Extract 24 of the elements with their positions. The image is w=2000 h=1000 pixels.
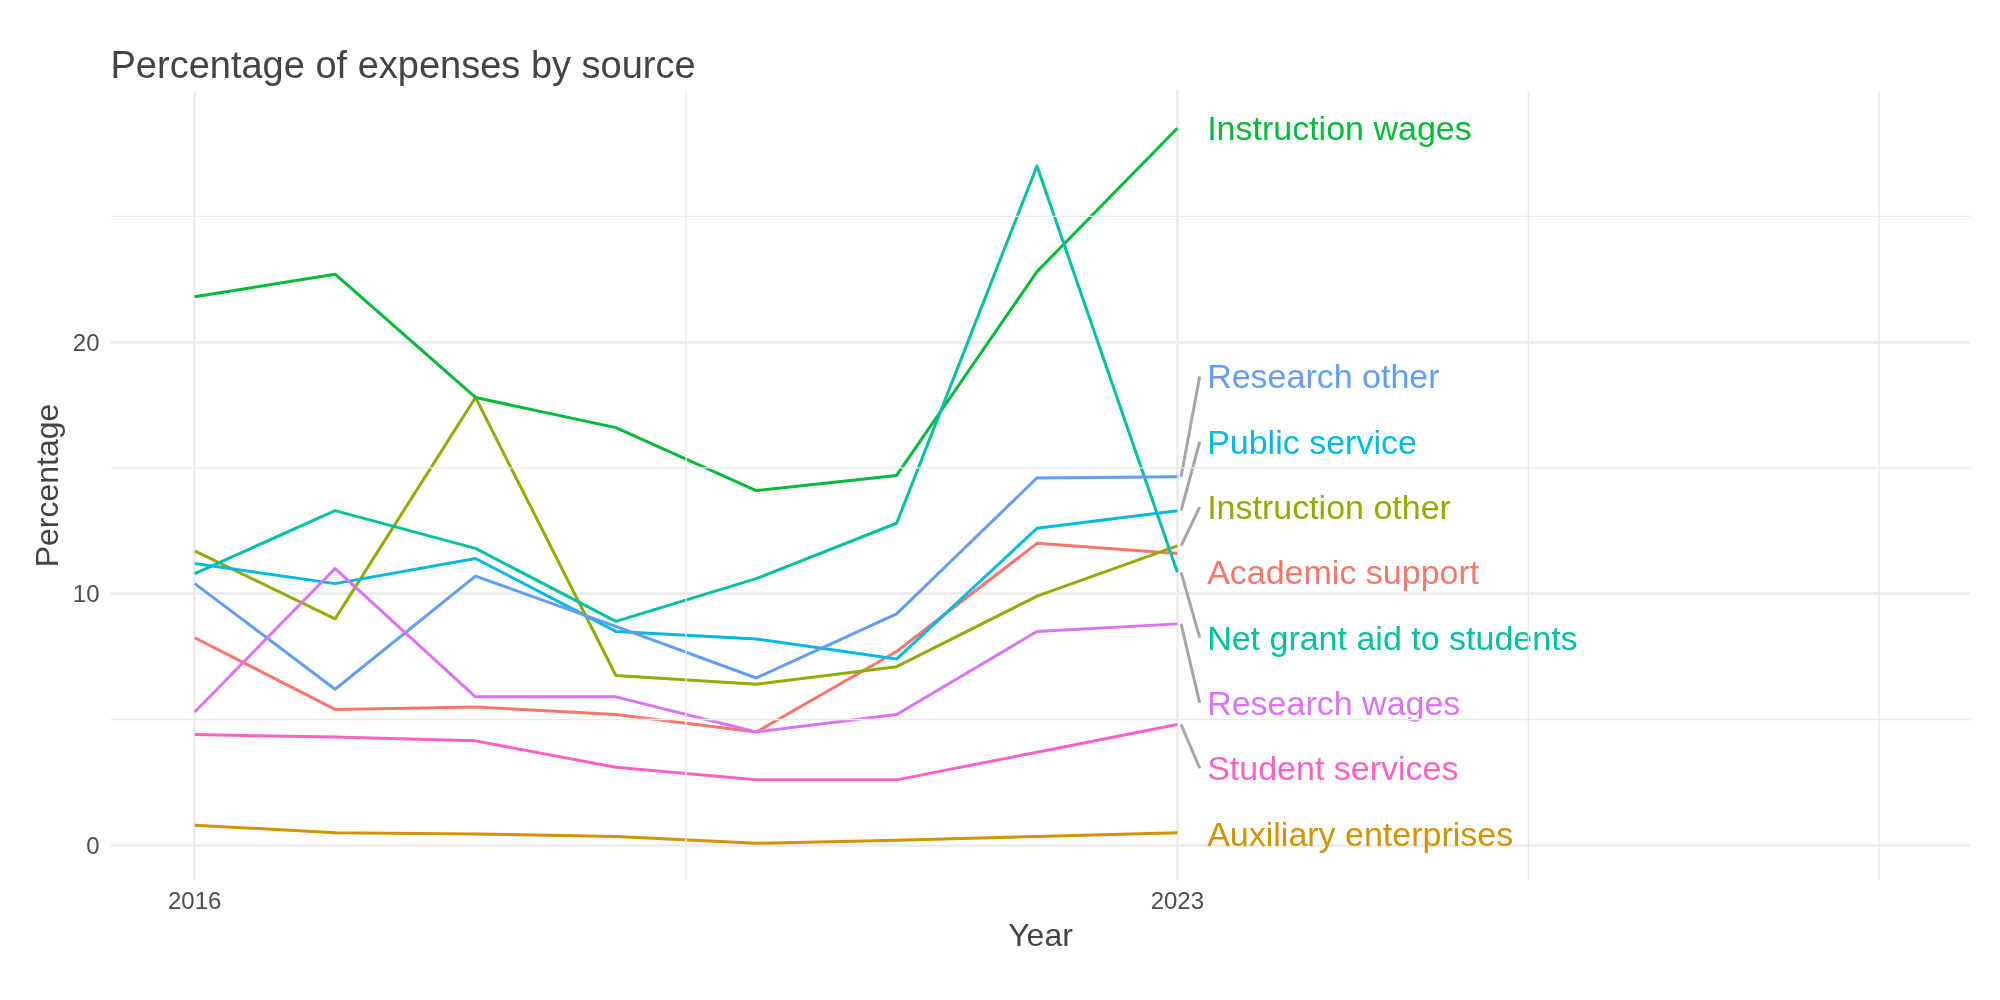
text: Research other: [1207, 357, 1440, 396]
series-label: Academic support: [1207, 553, 1480, 592]
series-label: Public service: [1207, 422, 1417, 461]
series-label: Net grant aid to students: [1207, 618, 1578, 657]
y-axis-title: Percentage: [28, 403, 65, 568]
x-axis-title: Year: [1008, 916, 1074, 953]
x-tick-label: 2023: [1150, 886, 1205, 914]
line-series: [193, 475, 1179, 691]
line-series: [193, 509, 1179, 661]
y-tick-label: 20: [72, 328, 100, 356]
series-label: Instruction other: [1207, 488, 1451, 527]
line-series: [193, 395, 1179, 686]
chart-title: Percentage of expenses by source: [110, 43, 696, 86]
series-label: Auxiliary enterprises: [1207, 814, 1514, 853]
line-series: [193, 126, 1179, 493]
line-series: [193, 723, 1179, 782]
series-label: Student services: [1207, 749, 1459, 788]
line-series: [193, 164, 1179, 623]
series-label: Instruction wages: [1207, 109, 1472, 148]
line-series: [193, 823, 1179, 845]
x-tick-label: 2016: [168, 886, 222, 914]
series-label: Research wages: [1207, 683, 1461, 722]
y-tick-label: 10: [72, 580, 100, 608]
y-tick-label: 0: [86, 831, 100, 859]
